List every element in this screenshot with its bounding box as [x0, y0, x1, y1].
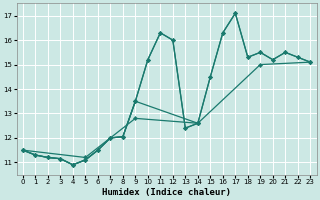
X-axis label: Humidex (Indice chaleur): Humidex (Indice chaleur) — [102, 188, 231, 197]
